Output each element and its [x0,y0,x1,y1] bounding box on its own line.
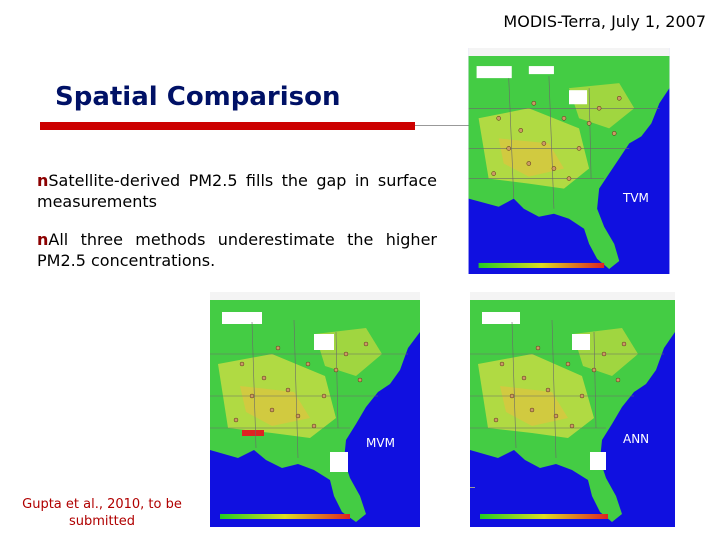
map-tvm: TVM [468,48,670,274]
map-label-ann: ANN [623,432,650,446]
citation: Gupta et al., 2010, to be submitted [22,497,182,529]
bullet-marker-1: n [37,171,49,190]
title-underline-extension [415,125,470,126]
bullet-text-2: All three methods underestimate the high… [37,230,437,270]
map-label-mvm: MVM [366,436,395,450]
bullet-1: nSatellite-derived PM2.5 fills the gap i… [37,170,437,212]
map-ann: ANN [470,292,675,527]
map-label-tvm: TVM [623,191,649,205]
bottom-divider [470,487,475,488]
figure-title: MODIS-Terra, July 1, 2007 [503,12,706,31]
bullet-marker-2: n [37,230,49,249]
title-underline-bar [40,122,415,130]
slide-title: Spatial Comparison [55,82,341,112]
bullet-text-1: Satellite-derived PM2.5 fills the gap in… [37,171,437,211]
map-mvm: MVM [210,292,420,527]
bullet-2: nAll three methods underestimate the hig… [37,229,437,271]
